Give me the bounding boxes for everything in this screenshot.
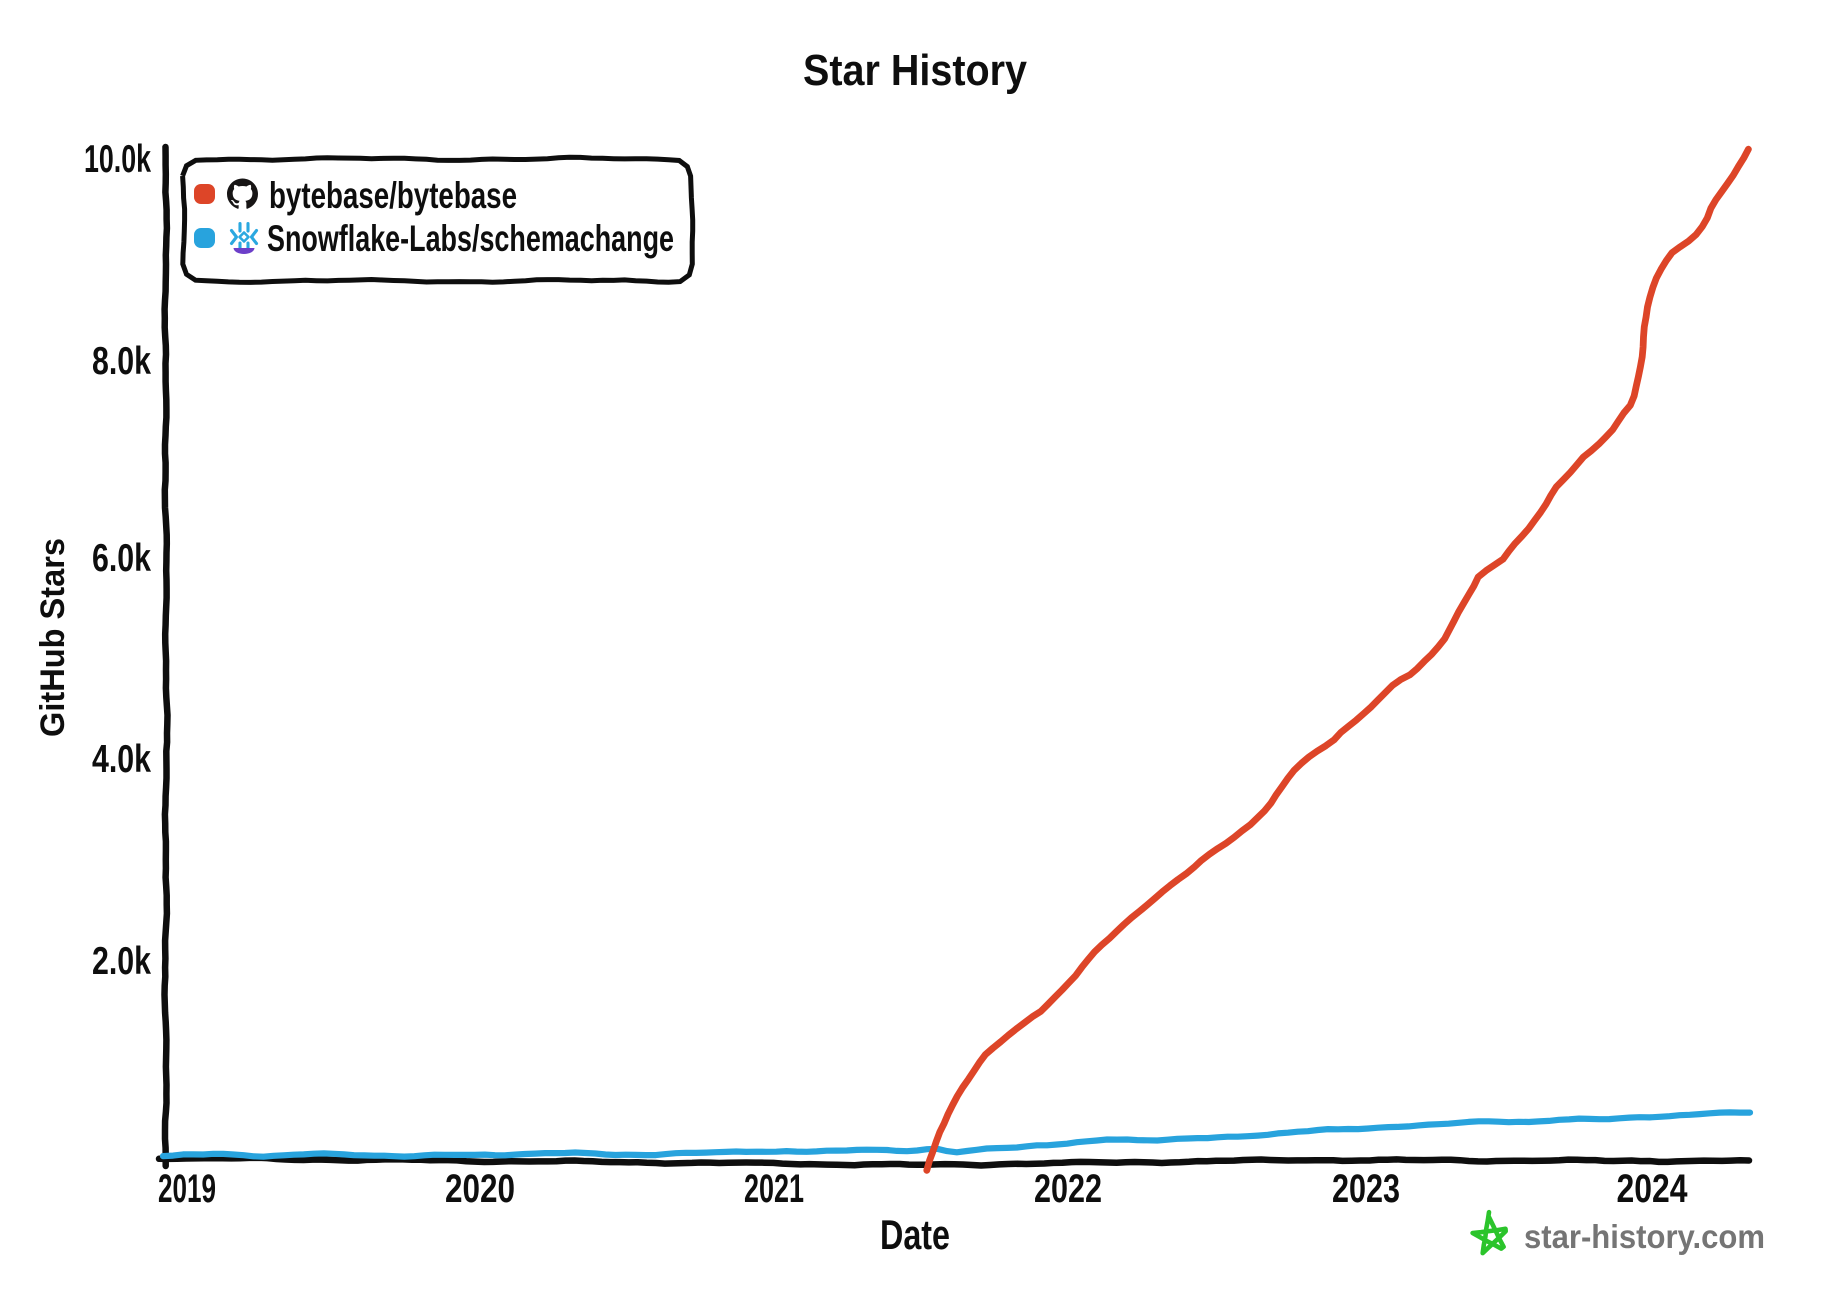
svg-text:GitHub Stars: GitHub Stars xyxy=(34,538,72,737)
svg-text:Snowflake-Labs/schemachange: Snowflake-Labs/schemachange xyxy=(267,218,674,259)
svg-text:2019: 2019 xyxy=(158,1167,216,1211)
svg-text:6.0k: 6.0k xyxy=(92,537,151,580)
svg-text:4.0k: 4.0k xyxy=(92,738,151,781)
svg-text:8.0k: 8.0k xyxy=(92,340,151,383)
svg-text:2021: 2021 xyxy=(744,1167,804,1211)
svg-text:2024: 2024 xyxy=(1617,1167,1689,1211)
svg-text:bytebase/bytebase: bytebase/bytebase xyxy=(269,175,517,216)
svg-text:Star History: Star History xyxy=(803,46,1027,95)
svg-text:2023: 2023 xyxy=(1332,1167,1400,1211)
svg-text:10.0k: 10.0k xyxy=(84,138,151,181)
svg-text:2020: 2020 xyxy=(445,1167,515,1211)
svg-text:2.0k: 2.0k xyxy=(92,940,151,983)
svg-text:Date: Date xyxy=(880,1211,950,1258)
svg-text:star-history.com: star-history.com xyxy=(1524,1218,1765,1255)
svg-text:2022: 2022 xyxy=(1034,1167,1102,1211)
